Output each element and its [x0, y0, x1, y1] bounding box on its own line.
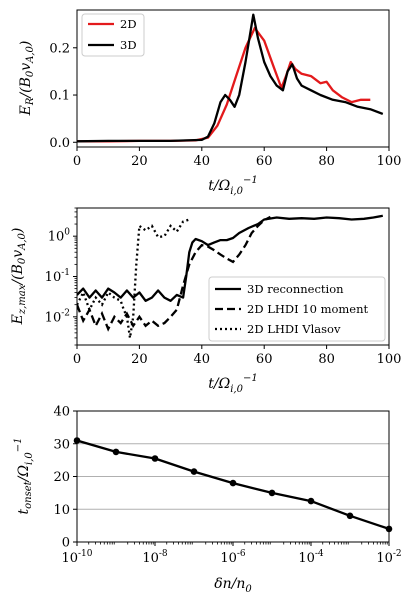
- x-axis-label: δn/n0: [214, 576, 252, 595]
- x-tick-label: 60: [256, 352, 273, 367]
- panel-2: 0 20 40 60 80 100 10-2 10-1 100 t/Ωi,0−1 Ez,max/…: [10, 207, 402, 395]
- data-point: [112, 448, 120, 456]
- panel-3: 0 10 20 30 40 10-10 10-8 10-6 10-4 10-2 δn/n0 ton…: [13, 405, 402, 596]
- x-axis-label: t/Ωi,0−1: [208, 175, 257, 197]
- grid-lines: [77, 410, 389, 543]
- data-point: [385, 525, 393, 533]
- y-tick-label: 0.0: [49, 136, 70, 151]
- x-tick-label: 100: [377, 154, 402, 169]
- x-tick-label: 10-8: [142, 549, 168, 566]
- legend-label-3d: 3D: [120, 38, 137, 52]
- series-line-2d-lhdi-10-moment: [77, 215, 271, 332]
- x-tick-label: 60: [256, 154, 273, 169]
- data-point: [229, 479, 237, 487]
- series-line-3d: [77, 13, 384, 143]
- x-tick-label: 20: [131, 352, 148, 367]
- x-tick-label: 10-10: [61, 549, 92, 566]
- x-tick-label: 20: [131, 154, 148, 169]
- legend: 3D reconnection 2D LHDI 10 moment 2D LHD…: [208, 276, 386, 342]
- data-point: [151, 455, 159, 462]
- y-axis-label: ER/(B0vA,0): [18, 41, 36, 117]
- plot-frame: [76, 9, 390, 148]
- y-tick-label: 0.2: [49, 41, 70, 56]
- x-tick-label: 40: [194, 154, 211, 169]
- y-axis-label: tonset/Ωi,0−1: [13, 438, 35, 515]
- x-tick-label: 0: [73, 154, 81, 169]
- x-tick-label: 100: [377, 352, 402, 367]
- data-point: [73, 437, 81, 444]
- y-tick-label: 40: [53, 405, 70, 420]
- data-point: [346, 512, 354, 520]
- y-tick-label: 0: [62, 536, 70, 551]
- data-point: [307, 497, 315, 505]
- y-tick-label: 10-2: [45, 308, 70, 325]
- y-tick-label: 0.1: [49, 89, 70, 104]
- panel-1: 0 20 40 60 80 100 0.0 0.1 0.2 t/Ωi,0−1 ER/(B0vA,…: [18, 9, 401, 197]
- y-tick-label: 10-1: [45, 268, 70, 285]
- y-tick-label: 30: [53, 437, 70, 452]
- data-point: [268, 489, 276, 497]
- legend: 2D 3D: [81, 13, 145, 57]
- legend-label-2d-lhdi-vlasov: 2D LHDI Vlasov: [247, 322, 341, 336]
- x-tick-label: 40: [194, 352, 211, 367]
- data-markers: [73, 437, 393, 533]
- x-tick-label: 80: [318, 352, 335, 367]
- data-point: [190, 468, 198, 475]
- legend-label-2d-lhdi-10-moment: 2D LHDI 10 moment: [247, 302, 369, 316]
- y-tick-label: 20: [53, 470, 70, 485]
- legend-box: [208, 276, 386, 342]
- axis-ticks: 0 20 40 60 80 100 0.0 0.1 0.2: [49, 41, 401, 169]
- legend-label-2d: 2D: [120, 17, 137, 31]
- x-tick-label: 10-6: [220, 549, 246, 566]
- x-tick-label: 80: [318, 154, 335, 169]
- legend-label-3d-reconnection: 3D reconnection: [247, 282, 344, 296]
- series-line-2d-lhdi-vlasov: [77, 218, 190, 339]
- x-tick-label: 10-4: [298, 549, 324, 566]
- y-tick-label: 100: [48, 228, 71, 245]
- y-tick-label: 10: [53, 503, 70, 518]
- x-axis-label: t/Ωi,0−1: [208, 373, 257, 395]
- series-line-3d-reconnection: [77, 214, 384, 302]
- x-tick-label: 0: [73, 352, 81, 367]
- x-tick-label: 10-2: [376, 549, 401, 566]
- y-axis-label: Ez,max/(B0vA,0): [10, 228, 28, 326]
